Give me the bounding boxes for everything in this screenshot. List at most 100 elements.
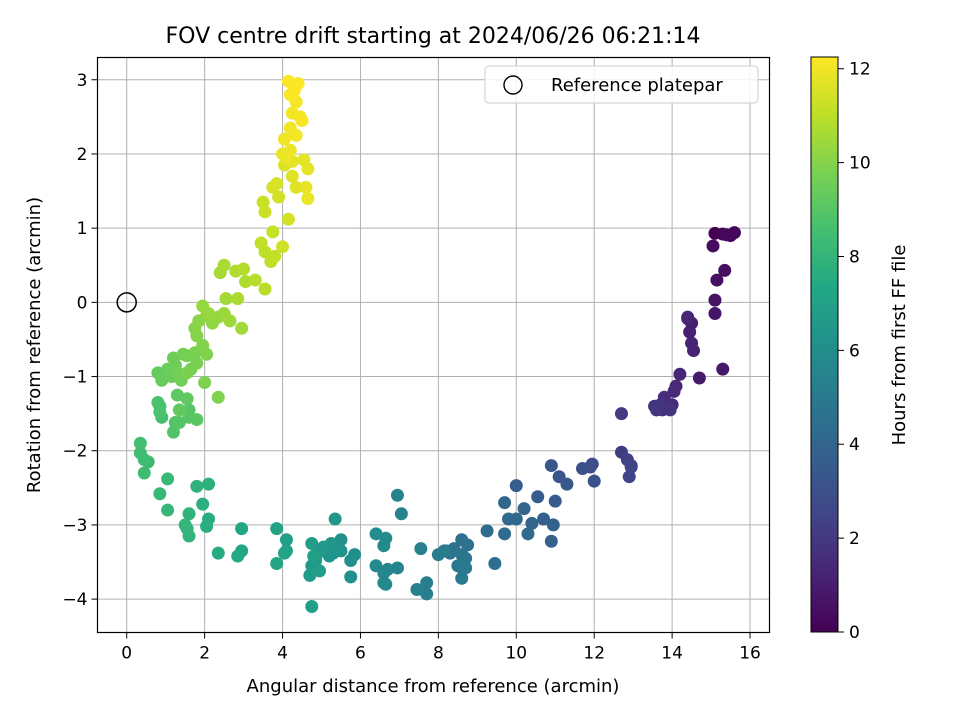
scatter-point [560, 477, 574, 491]
scatter-point [289, 180, 303, 194]
scatter-point [498, 527, 512, 541]
scatter-point [196, 338, 210, 352]
colorbar [810, 56, 839, 633]
colorbar-tick-label: 0 [849, 623, 860, 643]
y-tick-label: 1 [77, 219, 88, 239]
scatter-point [178, 518, 192, 532]
scatter-point [624, 459, 638, 473]
scatter-point [202, 477, 216, 491]
scatter-point [301, 162, 315, 176]
scatter-point [283, 143, 297, 157]
y-tick-label: −2 [62, 442, 87, 462]
scatter-point [281, 212, 295, 226]
scatter-point [708, 293, 722, 307]
scatter-point [480, 524, 494, 538]
y-axis-ticks: −4 −3 −2 −1 0 1 2 3 [62, 71, 98, 610]
scatter-point [198, 375, 212, 389]
x-tick-label: 4 [277, 644, 288, 664]
scatter-point [394, 507, 408, 521]
scatter-point [650, 403, 664, 417]
scatter-point [258, 205, 272, 219]
scatter-point [217, 258, 231, 272]
scatter-point [420, 576, 434, 590]
scatter-point [544, 459, 558, 473]
scatter-point [369, 527, 383, 541]
scatter-point [720, 228, 734, 242]
scatter-point [270, 557, 284, 570]
scatter-point [196, 497, 210, 511]
scatter-point [277, 132, 291, 146]
scatter-point [166, 425, 180, 439]
legend-box [484, 65, 759, 104]
chart-title: FOV centre drift starting at 2024/06/26 … [166, 24, 701, 49]
legend-marker-reference [503, 75, 523, 95]
scatter-point [235, 522, 249, 536]
scatter-point [344, 554, 358, 568]
scatter-point [455, 571, 469, 585]
scatter-point [377, 576, 391, 590]
colorbar-tick-label: 8 [849, 247, 860, 267]
scatter-point [299, 180, 313, 194]
y-axis-label: Rotation from reference (arcmin) [24, 197, 45, 493]
scatter-point [161, 472, 175, 486]
scatter-point [266, 225, 280, 239]
scatter-point [254, 236, 268, 250]
scatter-point [501, 512, 515, 526]
scatter-point [258, 282, 272, 296]
scatter-point [587, 474, 601, 488]
scatter-point [521, 527, 535, 541]
scatter-point [517, 502, 531, 516]
scatter-point [248, 273, 262, 287]
scatter-point [437, 544, 451, 558]
scatter-point [153, 405, 167, 419]
scatter-point [295, 114, 309, 128]
scatter-point [576, 462, 590, 476]
scatter-point [239, 275, 253, 289]
scatter-point [211, 390, 225, 404]
scatter-point [133, 446, 147, 460]
scatter-point [301, 191, 315, 205]
y-tick-label: 2 [77, 145, 88, 165]
scatter-point [537, 512, 551, 526]
scatter-point [544, 534, 558, 548]
y-tick-label: −1 [62, 368, 87, 388]
scatter-point [710, 273, 724, 287]
scatter-point [455, 533, 469, 547]
plot-frame [96, 56, 771, 634]
scatter-point [708, 306, 722, 320]
scatter-point [498, 496, 512, 510]
legend-label-reference: Reference platepar [551, 75, 723, 96]
scatter-point [133, 436, 147, 450]
scatter-point [276, 240, 290, 254]
scatter-point [190, 479, 204, 493]
x-axis-ticks: 0 2 4 6 8 10 12 14 16 [121, 632, 761, 664]
scatter-point [281, 74, 295, 88]
scatter-point [172, 416, 186, 430]
colorbar-ticks: 0 2 4 6 8 10 12 [838, 60, 871, 643]
x-tick-label: 2 [199, 644, 210, 664]
scatter-point [180, 392, 194, 406]
scatter-point [151, 396, 165, 409]
scatter-point [268, 249, 282, 263]
scatter-point [153, 487, 167, 501]
scatter-point [285, 169, 299, 183]
scatter-point [546, 518, 560, 532]
x-tick-label: 14 [661, 644, 683, 664]
scatter-point [663, 403, 677, 417]
scatter-point [223, 314, 237, 328]
scatter-point [548, 494, 562, 508]
scatter-point [231, 292, 245, 306]
x-tick-label: 6 [355, 644, 366, 664]
y-tick-label: −4 [62, 590, 87, 610]
scatter-point [256, 195, 270, 209]
scatter-point [716, 362, 730, 376]
x-tick-label: 0 [121, 644, 132, 664]
scatter-point [614, 407, 628, 421]
scatter-point [235, 321, 249, 335]
scatter-point [155, 373, 169, 387]
x-tick-label: 12 [583, 644, 605, 664]
colorbar-tick-label: 2 [849, 529, 860, 549]
scatter-point [509, 479, 523, 493]
scatter-point [706, 239, 720, 253]
